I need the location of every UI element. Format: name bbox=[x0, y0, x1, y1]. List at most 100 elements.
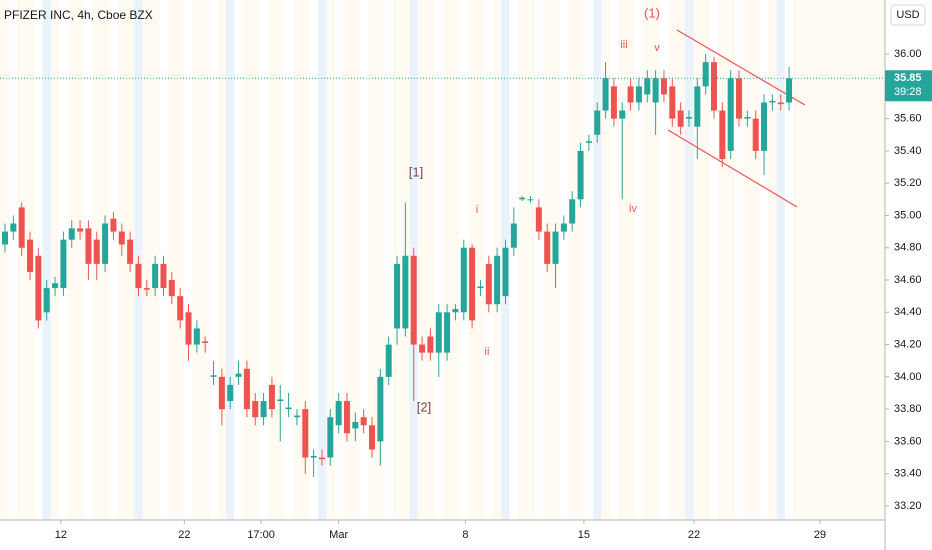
x-tick-label: Mar bbox=[329, 529, 348, 541]
y-tick-label: 34.20 bbox=[894, 338, 922, 350]
candle-body bbox=[377, 376, 384, 442]
candle-body bbox=[102, 223, 109, 264]
candle-body bbox=[135, 263, 142, 289]
y-tick-label: 33.20 bbox=[894, 500, 922, 512]
candle-body bbox=[510, 223, 517, 248]
candle-body bbox=[268, 384, 275, 410]
session-stripe bbox=[434, 0, 443, 520]
session-stripe bbox=[209, 0, 218, 520]
candle-body bbox=[485, 263, 492, 305]
candle-body bbox=[85, 228, 92, 264]
candle-body bbox=[260, 401, 267, 418]
candle-body bbox=[460, 247, 467, 313]
candle-body bbox=[18, 207, 25, 248]
candle-body bbox=[427, 336, 434, 353]
session-stripe bbox=[184, 0, 193, 520]
candle-body bbox=[702, 62, 709, 87]
candle-body bbox=[10, 223, 17, 232]
y-tick-label: 35.40 bbox=[894, 145, 922, 157]
candle-body bbox=[394, 263, 401, 329]
wave-label: v bbox=[654, 42, 660, 54]
candle-body bbox=[327, 417, 334, 458]
session-stripe bbox=[684, 0, 694, 520]
session-stripe bbox=[42, 0, 51, 520]
session-stripe bbox=[109, 0, 118, 520]
candle-body bbox=[519, 197, 526, 200]
candle-body bbox=[27, 239, 34, 272]
candle-body bbox=[277, 399, 284, 402]
session-stripe bbox=[776, 0, 785, 520]
x-tick-label: 22 bbox=[178, 529, 190, 541]
candle-body bbox=[602, 78, 609, 111]
session-stripe bbox=[734, 0, 744, 520]
currency-box[interactable] bbox=[890, 4, 926, 26]
session-stripe bbox=[659, 0, 669, 520]
session-stripe bbox=[634, 0, 644, 520]
y-tick-label: 35.60 bbox=[894, 113, 922, 125]
last-price-label: 35.85 bbox=[894, 72, 922, 84]
session-stripe bbox=[709, 0, 719, 520]
candle-body bbox=[360, 417, 367, 426]
candle-body bbox=[594, 110, 601, 135]
candle-body bbox=[719, 110, 726, 159]
candle-body bbox=[769, 100, 776, 103]
session-stripe bbox=[509, 0, 518, 520]
candle-body bbox=[544, 231, 551, 264]
candle-body bbox=[502, 247, 509, 297]
session-stripe bbox=[584, 0, 594, 520]
session-stripe bbox=[534, 0, 544, 520]
candle-body bbox=[644, 78, 651, 95]
candle-body bbox=[235, 373, 242, 377]
session-stripe bbox=[593, 0, 602, 520]
candle-body bbox=[43, 288, 50, 313]
wave-label: iv bbox=[629, 203, 637, 215]
wave-label: i bbox=[476, 204, 478, 216]
candle-body bbox=[68, 228, 75, 240]
currency: USD bbox=[896, 9, 919, 21]
candle-body bbox=[652, 78, 659, 103]
x-tick-label: 12 bbox=[55, 529, 67, 541]
candle-body bbox=[252, 401, 259, 418]
wave-label: (1) bbox=[644, 5, 660, 20]
candle-body bbox=[302, 409, 309, 458]
x-tick-label: 15 bbox=[578, 529, 590, 541]
candle-body bbox=[494, 255, 501, 305]
candle-body bbox=[35, 255, 42, 321]
candle-body bbox=[177, 296, 184, 321]
candle-body bbox=[585, 141, 592, 143]
candle-body bbox=[285, 407, 292, 410]
candle-body bbox=[2, 231, 9, 245]
candle-body bbox=[552, 231, 559, 264]
x-tick-label: 8 bbox=[462, 529, 468, 541]
y-tick-label: 34.60 bbox=[894, 274, 922, 286]
y-tick-label: 33.60 bbox=[894, 435, 922, 447]
session-stripe bbox=[609, 0, 619, 520]
x-tick-label: 29 bbox=[814, 529, 826, 541]
candle-body bbox=[535, 207, 542, 232]
wave-label: [2] bbox=[417, 399, 431, 414]
candle-body bbox=[694, 86, 701, 127]
candle-body bbox=[93, 239, 100, 264]
candle-body bbox=[627, 86, 634, 103]
session-stripe bbox=[559, 0, 569, 520]
wave-label: iii bbox=[620, 39, 627, 51]
session-stripe bbox=[284, 0, 293, 520]
candle-body bbox=[419, 344, 426, 353]
y-tick-label: 36.00 bbox=[894, 48, 922, 60]
x-tick-label: 22 bbox=[688, 529, 700, 541]
trend-line bbox=[676, 29, 806, 106]
candle-body bbox=[385, 344, 392, 377]
y-tick-label: 35.20 bbox=[894, 177, 922, 189]
last-price-box bbox=[885, 70, 932, 102]
candle-body bbox=[752, 118, 759, 151]
candle-body bbox=[685, 117, 692, 119]
candle-body bbox=[560, 223, 567, 232]
session-stripe bbox=[759, 0, 769, 520]
candle-body bbox=[210, 375, 217, 377]
wave-label: [1] bbox=[409, 164, 423, 179]
candle-body bbox=[168, 280, 175, 297]
session-stripe bbox=[9, 0, 18, 520]
session-stripe bbox=[309, 0, 318, 520]
candle-body bbox=[677, 110, 684, 127]
